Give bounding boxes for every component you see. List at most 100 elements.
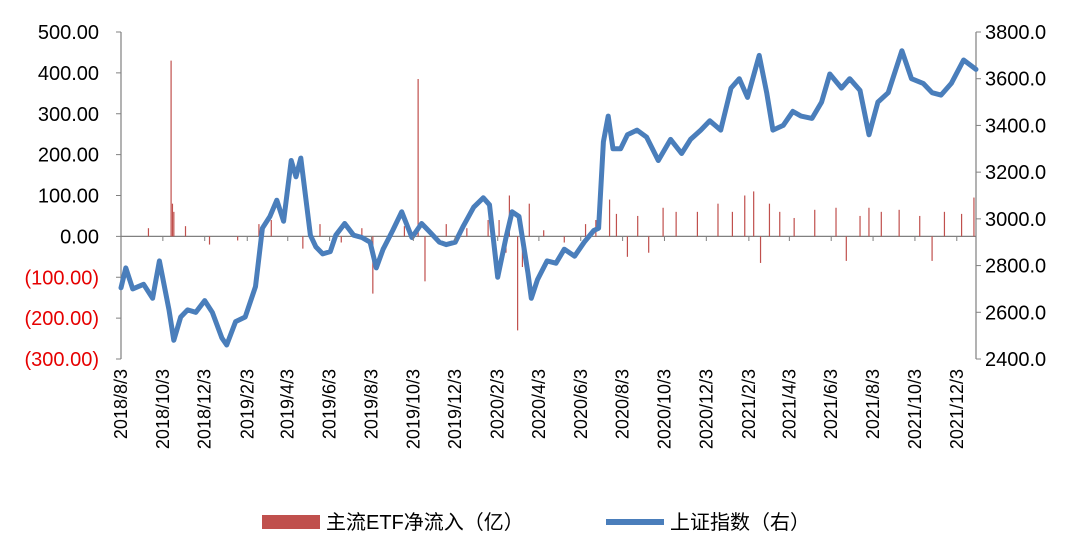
left-tick-label: 500.00 [38, 22, 99, 44]
left-tick-label: 300.00 [38, 104, 99, 126]
x-tick-label: 2020/8/3 [613, 369, 633, 439]
etf-flow-bar [846, 236, 847, 261]
etf-flow-bar [609, 200, 610, 237]
left-tick-label: 0.00 [60, 226, 99, 248]
right-axis-ticks: 3800.0 3600.0 3400.0 3200.0 3000.0 2800.0 2600… [976, 22, 1046, 371]
x-tick-label: 2019/6/3 [320, 369, 340, 439]
etf-flow-bar [585, 224, 586, 236]
legend-bar-label: 主流ETF净流入（亿） [326, 511, 524, 534]
line-series [121, 51, 976, 346]
etf-flow-bar [173, 212, 174, 237]
x-tick-label: 2019/2/3 [237, 369, 257, 439]
etf-flow-bar [835, 208, 836, 237]
etf-flow-bar [961, 214, 962, 236]
x-tick-label: 2019/8/3 [361, 369, 381, 439]
x-tick-label: 2020/6/3 [571, 369, 591, 439]
legend-line-label: 上证指数（右） [670, 511, 810, 534]
x-axis-ticks: 2018/8/3 2018/10/3 2018/12/3 2019/2/3 2019/4… [111, 236, 967, 449]
etf-flow-bar [488, 220, 489, 236]
etf-flow-bar [319, 224, 320, 236]
etf-flow-bar [517, 236, 518, 330]
x-tick-label: 2019/4/3 [278, 369, 298, 439]
etf-flow-bar [899, 210, 900, 237]
etf-flow-bar [717, 204, 718, 237]
etf-flow-bar [662, 208, 663, 237]
right-tick-label: 3800.0 [985, 22, 1046, 44]
etf-flow-bar [760, 236, 761, 263]
x-tick-label: 2021/10/3 [905, 369, 925, 449]
etf-flow-bar [676, 212, 677, 237]
left-tick-label: (100.00) [25, 267, 100, 289]
x-tick-label: 2018/12/3 [195, 369, 215, 449]
etf-flow-bar [859, 216, 860, 236]
left-axis-ticks: 500.00 400.00 300.00 200.00 100.00 0.00 (100.0… [25, 22, 122, 371]
right-tick-label: 3200.0 [985, 162, 1046, 184]
etf-flow-bar [881, 212, 882, 237]
x-tick-label: 2018/8/3 [111, 369, 131, 439]
etf-flow-bar [919, 216, 920, 236]
x-tick-label: 2020/4/3 [529, 369, 549, 439]
etf-flow-bar [753, 191, 754, 236]
x-tick-label: 2020/2/3 [488, 369, 508, 439]
etf-flow-bar [170, 61, 171, 237]
etf-flow-bar [424, 236, 425, 281]
right-tick-label: 2800.0 [985, 256, 1046, 278]
etf-flow-bar [237, 236, 238, 240]
etf-flow-bar [148, 228, 149, 236]
x-tick-label: 2020/12/3 [696, 369, 716, 449]
etf-flow-bar [341, 236, 342, 242]
etf-flow-bar [466, 228, 467, 236]
etf-flow-bar [744, 196, 745, 237]
etf-flow-bar [529, 204, 530, 237]
x-tick-label: 2020/10/3 [654, 369, 674, 449]
etf-flow-bar [732, 212, 733, 237]
etf-flow-bar [637, 216, 638, 236]
x-tick-label: 2019/10/3 [403, 369, 423, 449]
etf-flow-bar [172, 204, 173, 237]
right-tick-label: 3400.0 [985, 115, 1046, 137]
right-tick-label: 2400.0 [985, 349, 1046, 371]
left-tick-label: (300.00) [25, 349, 100, 371]
right-tick-label: 2600.0 [985, 302, 1046, 324]
etf-flow-bar [973, 198, 974, 237]
left-tick-label: (200.00) [25, 308, 100, 330]
legend: 主流ETF净流入（亿） 上证指数（右） [262, 511, 810, 534]
right-tick-label: 3600.0 [985, 69, 1046, 91]
etf-flow-bar [931, 236, 932, 261]
etf-flow-bar [648, 236, 649, 252]
x-tick-label: 2018/10/3 [153, 369, 173, 449]
bar-series [148, 61, 975, 331]
right-tick-label: 3000.0 [985, 209, 1046, 231]
etf-flow-bar [697, 212, 698, 237]
etf-flow-bar [404, 226, 405, 236]
etf-flow-bar [616, 214, 617, 236]
x-tick-label: 2019/12/3 [445, 369, 465, 449]
x-tick-label: 2021/8/3 [863, 369, 883, 439]
left-tick-label: 100.00 [38, 186, 99, 208]
left-tick-label: 200.00 [38, 145, 99, 167]
etf-flow-bar [814, 210, 815, 237]
etf-flow-bar [446, 224, 447, 236]
left-tick-label: 400.00 [38, 63, 99, 85]
etf-flow-bar [418, 79, 419, 236]
etf-flow-bar [185, 226, 186, 236]
etf-flow-bar [769, 204, 770, 237]
etf-flow-bar [498, 220, 499, 236]
etf-flow-bar [564, 236, 565, 242]
etf-flow-bar [627, 236, 628, 256]
x-tick-label: 2021/4/3 [779, 369, 799, 439]
x-tick-label: 2021/12/3 [947, 369, 967, 449]
etf-flow-bar [209, 236, 210, 244]
x-tick-label: 2021/2/3 [739, 369, 759, 439]
etf-flow-bar [779, 212, 780, 237]
etf-flow-bar [944, 212, 945, 237]
etf-flow-bar [271, 220, 272, 236]
legend-bar-swatch [262, 515, 320, 529]
etf-flow-bar [868, 208, 869, 237]
index-line [121, 51, 976, 345]
etf-flow-bar [302, 236, 303, 248]
etf-flow-bar [543, 230, 544, 236]
etf-flow-bar [794, 218, 795, 236]
